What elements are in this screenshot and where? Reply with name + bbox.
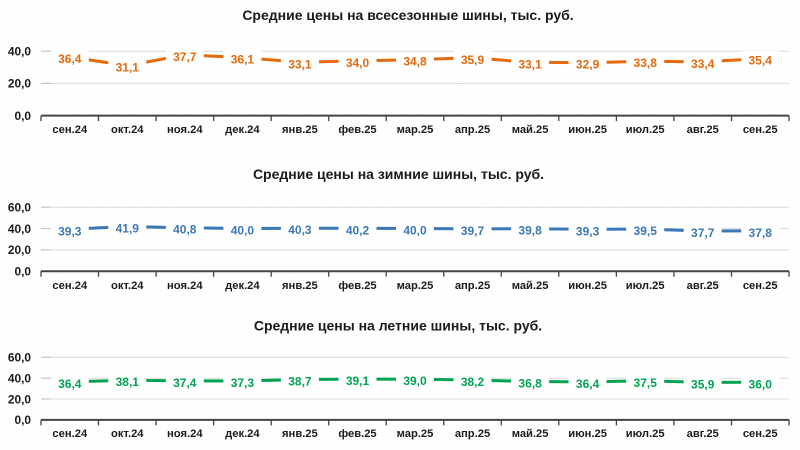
svg-text:сен.24: сен.24 bbox=[52, 280, 88, 292]
svg-text:мар.25: мар.25 bbox=[397, 124, 434, 136]
svg-text:авг.25: авг.25 bbox=[687, 124, 719, 136]
svg-text:40,0: 40,0 bbox=[231, 224, 255, 238]
svg-text:35,9: 35,9 bbox=[461, 53, 485, 67]
svg-text:60,0: 60,0 bbox=[8, 201, 32, 215]
svg-text:окт.24: окт.24 bbox=[111, 124, 144, 136]
svg-text:май.25: май.25 bbox=[512, 428, 549, 440]
svg-text:40,0: 40,0 bbox=[8, 45, 32, 59]
svg-text:авг.25: авг.25 bbox=[687, 428, 719, 440]
svg-text:окт.24: окт.24 bbox=[111, 280, 144, 292]
svg-text:май.25: май.25 bbox=[512, 124, 549, 136]
svg-text:35,9: 35,9 bbox=[691, 377, 715, 391]
svg-text:0,0: 0,0 bbox=[14, 413, 31, 427]
svg-text:37,4: 37,4 bbox=[173, 376, 197, 390]
svg-text:Средние цены на зимние шины, т: Средние цены на зимние шины, тыс. руб. bbox=[253, 166, 544, 182]
svg-text:июл.25: июл.25 bbox=[626, 428, 665, 440]
svg-text:39,5: 39,5 bbox=[634, 224, 658, 238]
svg-text:36,1: 36,1 bbox=[231, 53, 255, 67]
svg-text:40,0: 40,0 bbox=[8, 222, 32, 236]
svg-text:сен.25: сен.25 bbox=[743, 124, 778, 136]
svg-text:сен.25: сен.25 bbox=[743, 428, 778, 440]
svg-text:сен.24: сен.24 bbox=[52, 428, 88, 440]
svg-text:сен.24: сен.24 bbox=[52, 124, 88, 136]
svg-text:36,4: 36,4 bbox=[58, 52, 82, 66]
svg-text:20,0: 20,0 bbox=[8, 243, 32, 257]
svg-text:37,5: 37,5 bbox=[634, 376, 658, 390]
svg-text:38,1: 38,1 bbox=[116, 375, 140, 389]
svg-text:0,0: 0,0 bbox=[14, 265, 31, 279]
svg-text:39,3: 39,3 bbox=[576, 224, 600, 238]
svg-text:36,4: 36,4 bbox=[58, 377, 82, 391]
svg-text:39,0: 39,0 bbox=[403, 374, 427, 388]
svg-text:ноя.24: ноя.24 bbox=[167, 280, 203, 292]
svg-text:36,8: 36,8 bbox=[518, 377, 542, 391]
svg-text:мар.25: мар.25 bbox=[397, 280, 434, 292]
svg-text:мар.25: мар.25 bbox=[397, 428, 434, 440]
svg-text:39,3: 39,3 bbox=[58, 224, 82, 238]
svg-text:фев.25: фев.25 bbox=[338, 124, 376, 136]
svg-text:40,3: 40,3 bbox=[288, 223, 312, 237]
svg-text:май.25: май.25 bbox=[512, 280, 549, 292]
svg-text:41,9: 41,9 bbox=[116, 222, 140, 236]
svg-text:дек.24: дек.24 bbox=[225, 124, 260, 136]
svg-text:38,2: 38,2 bbox=[461, 375, 485, 389]
svg-text:окт.24: окт.24 bbox=[111, 428, 144, 440]
svg-text:апр.25: апр.25 bbox=[455, 124, 490, 136]
svg-text:апр.25: апр.25 bbox=[455, 280, 490, 292]
svg-text:60,0: 60,0 bbox=[8, 351, 32, 365]
svg-text:июн.25: июн.25 bbox=[568, 124, 607, 136]
svg-text:33,8: 33,8 bbox=[634, 56, 658, 70]
svg-text:20,0: 20,0 bbox=[8, 392, 32, 406]
svg-text:39,8: 39,8 bbox=[518, 224, 542, 238]
svg-text:апр.25: апр.25 bbox=[455, 428, 490, 440]
svg-text:20,0: 20,0 bbox=[8, 77, 32, 91]
svg-text:37,3: 37,3 bbox=[231, 376, 255, 390]
svg-text:ноя.24: ноя.24 bbox=[167, 124, 203, 136]
svg-text:янв.25: янв.25 bbox=[282, 280, 318, 292]
svg-text:янв.25: янв.25 bbox=[282, 124, 318, 136]
svg-text:36,4: 36,4 bbox=[576, 377, 600, 391]
svg-text:июл.25: июл.25 bbox=[626, 124, 665, 136]
svg-text:32,9: 32,9 bbox=[576, 58, 600, 72]
svg-text:40,0: 40,0 bbox=[403, 224, 427, 238]
svg-text:янв.25: янв.25 bbox=[282, 428, 318, 440]
svg-text:фев.25: фев.25 bbox=[338, 280, 376, 292]
svg-text:33,1: 33,1 bbox=[518, 57, 542, 71]
svg-text:фев.25: фев.25 bbox=[338, 428, 376, 440]
svg-text:Средние цены на всесезонные ши: Средние цены на всесезонные шины, тыс. р… bbox=[242, 7, 573, 23]
svg-text:дек.24: дек.24 bbox=[225, 280, 260, 292]
svg-text:40,8: 40,8 bbox=[173, 223, 197, 237]
svg-text:39,7: 39,7 bbox=[461, 224, 485, 238]
svg-text:33,4: 33,4 bbox=[691, 57, 715, 71]
svg-text:39,1: 39,1 bbox=[346, 374, 370, 388]
svg-text:34,0: 34,0 bbox=[346, 56, 370, 70]
svg-text:июн.25: июн.25 bbox=[568, 428, 607, 440]
svg-text:37,8: 37,8 bbox=[749, 226, 773, 240]
svg-text:0,0: 0,0 bbox=[14, 109, 31, 123]
svg-text:авг.25: авг.25 bbox=[687, 280, 719, 292]
svg-text:40,2: 40,2 bbox=[346, 223, 370, 237]
svg-text:36,0: 36,0 bbox=[749, 377, 773, 391]
svg-text:38,7: 38,7 bbox=[288, 375, 312, 389]
svg-text:июл.25: июл.25 bbox=[626, 280, 665, 292]
svg-text:34,8: 34,8 bbox=[403, 55, 427, 69]
svg-text:35,4: 35,4 bbox=[749, 54, 773, 68]
svg-text:ноя.24: ноя.24 bbox=[167, 428, 203, 440]
svg-text:июн.25: июн.25 bbox=[568, 280, 607, 292]
svg-text:дек.24: дек.24 bbox=[225, 428, 260, 440]
svg-text:40,0: 40,0 bbox=[8, 372, 32, 386]
svg-text:сен.25: сен.25 bbox=[743, 280, 778, 292]
svg-text:37,7: 37,7 bbox=[691, 226, 715, 240]
svg-text:31,1: 31,1 bbox=[116, 61, 140, 75]
svg-text:Средние цены на летние шины, т: Средние цены на летние шины, тыс. руб. bbox=[254, 318, 542, 334]
svg-text:37,7: 37,7 bbox=[173, 50, 197, 64]
svg-text:33,1: 33,1 bbox=[288, 57, 312, 71]
